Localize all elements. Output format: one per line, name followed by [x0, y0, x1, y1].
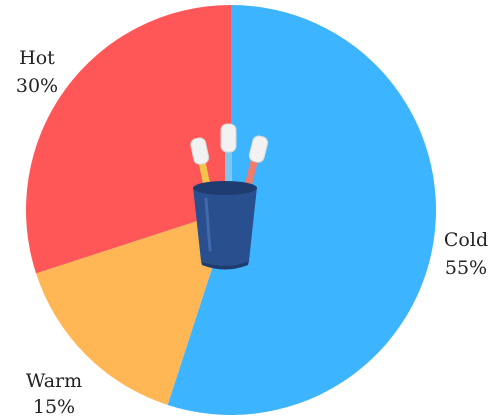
slice-value-label-cold: 55%	[445, 257, 487, 279]
slice-label-warm: Warm	[26, 370, 82, 392]
toothbrush-cup-icon	[190, 123, 269, 270]
pie-slice-warm	[36, 210, 231, 405]
pie-slices	[25, 5, 436, 415]
pie-slice-cold	[167, 5, 436, 415]
slice-value-label-hot: 30%	[16, 75, 58, 97]
pie-slice-hot	[25, 5, 231, 274]
cup-icon	[193, 181, 257, 270]
slice-value-label-warm: 15%	[33, 396, 75, 416]
slice-label-hot: Hot	[19, 47, 55, 69]
pie-labels: Cold 55% Warm 15% Hot 30%	[16, 47, 488, 416]
slice-label-cold: Cold	[444, 229, 488, 251]
